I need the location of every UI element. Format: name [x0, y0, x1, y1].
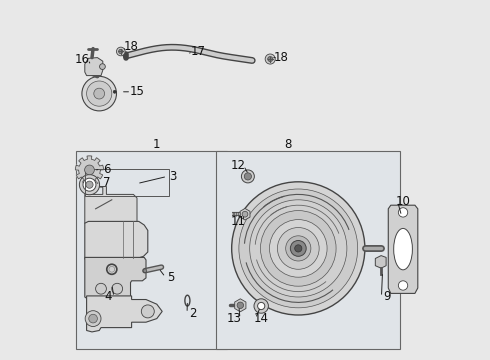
Circle shape	[112, 283, 122, 294]
Text: 11: 11	[230, 215, 245, 228]
Circle shape	[277, 228, 319, 269]
Circle shape	[250, 200, 347, 297]
Circle shape	[141, 305, 154, 318]
Polygon shape	[85, 221, 148, 259]
Circle shape	[265, 54, 275, 64]
Text: 10: 10	[396, 195, 411, 208]
Text: 18: 18	[123, 40, 138, 53]
Text: 5: 5	[168, 271, 175, 284]
Circle shape	[242, 211, 248, 217]
Polygon shape	[85, 58, 103, 76]
Circle shape	[99, 64, 105, 69]
Circle shape	[239, 189, 358, 308]
Circle shape	[294, 245, 302, 252]
Circle shape	[117, 47, 125, 56]
Circle shape	[245, 173, 251, 180]
Circle shape	[398, 208, 408, 217]
Circle shape	[83, 178, 96, 191]
Circle shape	[232, 182, 365, 315]
Circle shape	[119, 49, 123, 54]
Text: 17: 17	[191, 45, 206, 58]
Circle shape	[268, 57, 273, 62]
Text: 15: 15	[129, 85, 145, 98]
Circle shape	[398, 281, 408, 290]
Text: 16: 16	[75, 53, 90, 66]
Text: 1: 1	[153, 138, 161, 150]
Polygon shape	[235, 299, 246, 312]
Circle shape	[286, 236, 311, 261]
Text: 12: 12	[230, 159, 245, 172]
Bar	[76, 151, 227, 349]
Circle shape	[85, 311, 101, 327]
Bar	[85, 169, 170, 196]
Text: 18: 18	[273, 51, 289, 64]
Circle shape	[261, 211, 336, 286]
Text: 7: 7	[102, 176, 110, 189]
Circle shape	[96, 283, 106, 294]
Polygon shape	[375, 256, 386, 268]
Circle shape	[258, 302, 265, 310]
Circle shape	[254, 299, 269, 313]
Circle shape	[113, 90, 116, 93]
Text: 2: 2	[189, 307, 196, 320]
Circle shape	[82, 76, 117, 111]
Text: 14: 14	[254, 312, 269, 325]
Circle shape	[79, 175, 99, 195]
Circle shape	[242, 170, 254, 183]
Text: 6: 6	[102, 163, 110, 176]
Polygon shape	[87, 296, 162, 332]
Text: 13: 13	[227, 312, 242, 325]
Circle shape	[85, 165, 95, 175]
Ellipse shape	[393, 229, 413, 270]
Circle shape	[270, 220, 327, 277]
Circle shape	[87, 81, 112, 106]
Text: 3: 3	[170, 170, 177, 183]
Circle shape	[86, 181, 93, 188]
Polygon shape	[75, 156, 103, 184]
Text: 8: 8	[285, 138, 292, 150]
Circle shape	[237, 302, 244, 309]
Circle shape	[94, 88, 104, 99]
Circle shape	[143, 269, 147, 273]
Text: 4: 4	[104, 291, 112, 303]
Polygon shape	[388, 205, 418, 293]
Text: 9: 9	[384, 291, 391, 303]
Polygon shape	[85, 257, 146, 300]
Circle shape	[89, 314, 98, 323]
Circle shape	[291, 240, 306, 256]
Polygon shape	[240, 208, 250, 220]
Bar	[216, 151, 400, 349]
Polygon shape	[85, 168, 137, 227]
